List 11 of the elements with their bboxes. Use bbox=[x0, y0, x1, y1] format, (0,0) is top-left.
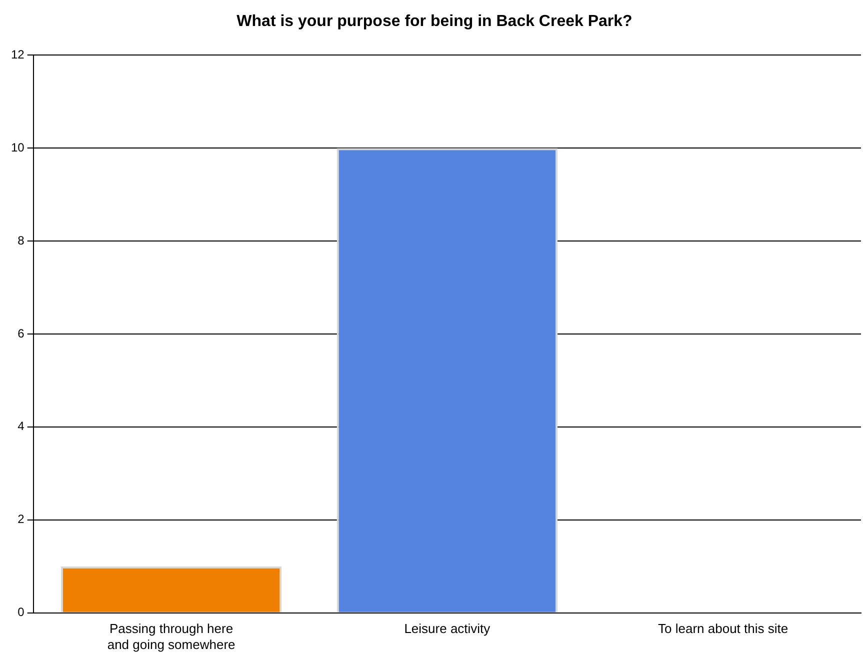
y-tick-label: 12 bbox=[10, 48, 25, 62]
x-tick-label: Leisure activity bbox=[404, 621, 491, 636]
x-tick-label: Passing through here and going somewhere bbox=[107, 621, 236, 652]
y-tick-label: 6 bbox=[18, 326, 25, 340]
y-tick-label: 8 bbox=[18, 233, 25, 248]
y-tick-label: 0 bbox=[18, 605, 25, 620]
x-tick-label: To learn about this site bbox=[658, 621, 788, 636]
y-tick-label: 2 bbox=[18, 512, 25, 526]
y-tick-label: 10 bbox=[10, 140, 25, 154]
y-tick-label: 4 bbox=[18, 419, 25, 434]
chart-title: What is your purpose for being in Back Creek Park? bbox=[236, 13, 632, 30]
